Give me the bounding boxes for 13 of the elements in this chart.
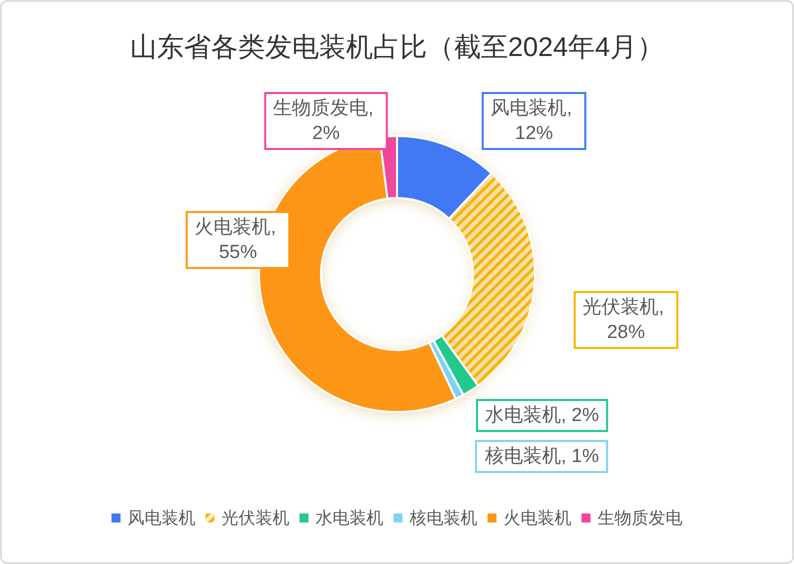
legend-label: 风电装机 xyxy=(128,508,196,528)
data-label: 光伏装机, 28% xyxy=(582,297,670,343)
data-label: 风电装机, 12% xyxy=(490,98,578,144)
legend-label: 核电装机 xyxy=(408,508,478,528)
data-label: 水电装机, 2% xyxy=(485,405,600,426)
data-label: 核电装机, 1% xyxy=(484,446,600,467)
legend-label: 水电装机 xyxy=(316,508,384,528)
data-label: 生物质发电, 2% xyxy=(273,98,379,144)
legend-label: 火电装机 xyxy=(504,508,572,528)
data-label: 火电装机, 55% xyxy=(194,217,282,263)
legend-label: 光伏装机 xyxy=(222,508,290,528)
chart-title: 山东省各类发电装机占比（截至2024年4月） xyxy=(130,32,664,62)
legend-label: 生物质发电 xyxy=(598,508,682,528)
